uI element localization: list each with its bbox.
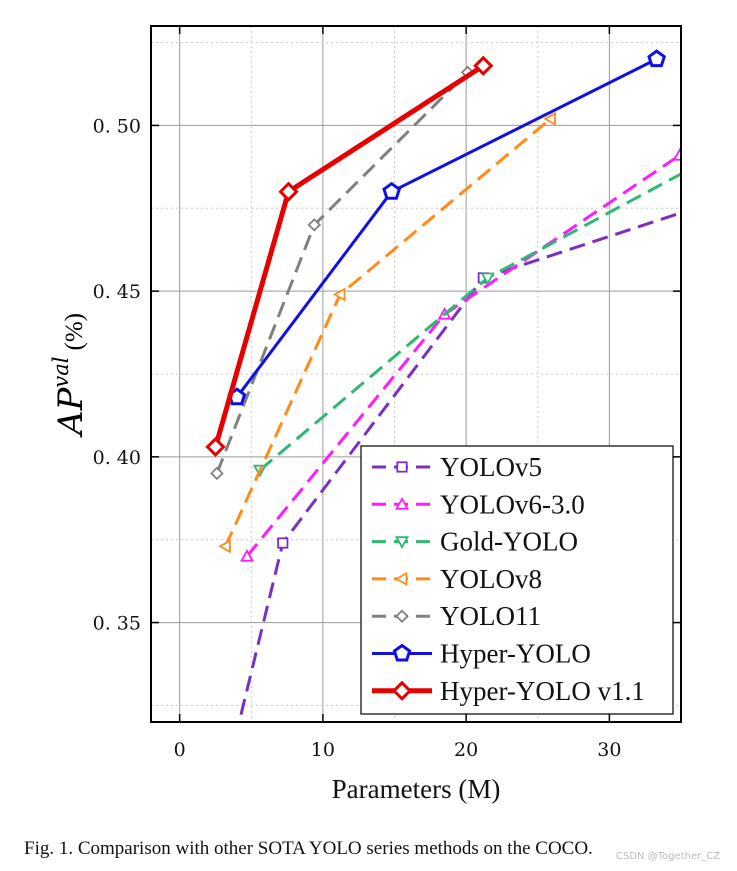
legend-marker	[391, 680, 413, 701]
legend-label: Gold-YOLO	[440, 527, 578, 557]
series-line	[215, 71, 469, 474]
y-axis-title-superscript: val	[49, 356, 73, 387]
legend-marker	[394, 536, 410, 549]
y-tick-label: 0. 50	[93, 115, 141, 137]
data-point	[480, 272, 495, 286]
data-point	[382, 181, 402, 200]
data-point	[332, 287, 346, 302]
y-tick-label: 0. 45	[93, 281, 141, 303]
legend-box	[360, 445, 674, 715]
data-point	[672, 147, 681, 161]
y-tick-label: 0. 35	[93, 613, 141, 635]
series-line	[237, 211, 681, 722]
legend-marker	[394, 571, 408, 586]
legend-marker	[394, 496, 410, 510]
x-tick-label: 0	[174, 739, 186, 761]
legend-label: YOLOv5	[440, 452, 542, 482]
y-tick-label: 0. 40	[93, 447, 141, 469]
legend-label: YOLO11	[440, 601, 541, 631]
series-hyper-yolo-v1-1	[205, 55, 494, 458]
legend-label: Hyper-YOLO	[440, 639, 591, 669]
watermark: CSDN @Together_CZ	[616, 851, 721, 862]
legend: YOLOv5 YOLOv6-3.0 Gold-YOLO YOLOv8 YOLO11 Hyp…	[360, 445, 674, 715]
legend-entry-yolov5: YOLOv5	[372, 452, 542, 482]
legend-label: YOLOv8	[440, 564, 542, 594]
legend-entry-yolov8: YOLOv8	[372, 564, 542, 594]
legend-entry-gold-yolo: Gold-YOLO	[372, 527, 578, 557]
data-point	[210, 466, 224, 481]
series-line	[213, 63, 485, 448]
x-axis-title: Parameters (M)	[332, 774, 501, 804]
data-point	[239, 548, 255, 562]
x-tick-label: 20	[454, 739, 478, 761]
series-yolo11	[210, 65, 475, 481]
ticks: 0 10 20 30 0. 35 0. 40 0. 45 0. 50	[93, 26, 681, 761]
legend-entry-yolo11: YOLO11	[372, 601, 541, 631]
series-layer	[205, 49, 681, 722]
plot-frame	[150, 25, 682, 723]
data-point	[647, 49, 667, 68]
series-hyper-yolo	[227, 49, 667, 406]
y-axis-title-base: AP	[51, 386, 91, 438]
data-point	[473, 55, 494, 76]
data-point	[307, 218, 322, 232]
series-yolov8	[218, 111, 556, 554]
data-point	[218, 539, 231, 554]
series-line	[235, 57, 658, 399]
data-point	[205, 436, 226, 458]
legend-label: Hyper-YOLO v1.1	[440, 676, 645, 706]
legend-entry-hyper-yolo-v1-1: Hyper-YOLO v1.1	[372, 676, 645, 706]
series-line	[258, 172, 681, 472]
y-axis-title-suffix: (%)	[61, 313, 88, 350]
legend-marker	[396, 461, 408, 473]
legend-entry-hyper-yolo: Hyper-YOLO	[372, 639, 591, 669]
y-axis-title: APval (%)	[49, 313, 91, 438]
legend-label: YOLOv6-3.0	[440, 489, 585, 519]
data-point	[543, 111, 556, 126]
data-point	[278, 181, 299, 202]
legend-marker	[392, 643, 412, 662]
legend-entry-yolov6-3-0: YOLOv6-3.0	[372, 489, 585, 519]
figure-caption: Fig. 1. Comparison with other SOTA YOLO …	[24, 838, 593, 859]
chart: 0 10 20 30 0. 35 0. 40 0. 45 0. 50 YOLOv5 YOLOv6…	[49, 25, 682, 804]
series-gold-yolo	[252, 172, 681, 478]
legend-marker	[395, 609, 409, 623]
data-point	[277, 537, 289, 549]
x-tick-label: 10	[311, 739, 335, 761]
x-tick-label: 30	[597, 739, 621, 761]
